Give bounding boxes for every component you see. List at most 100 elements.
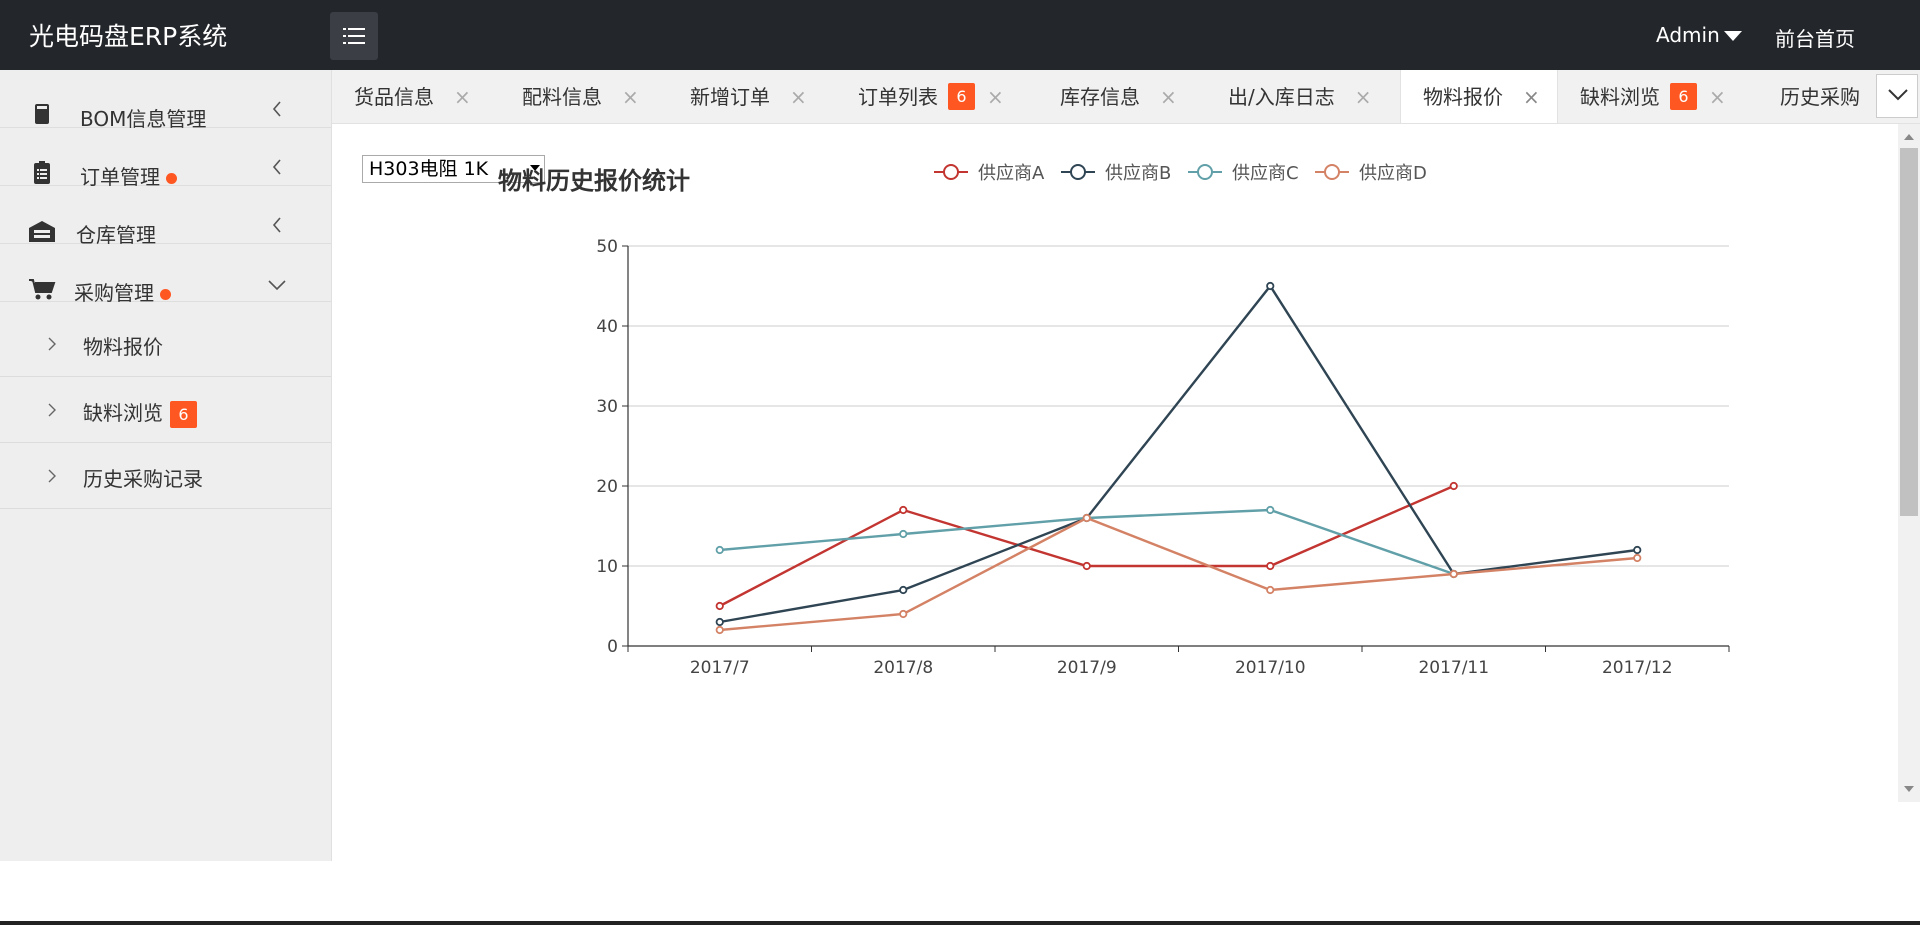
legend-label: 供应商C [1232, 163, 1299, 184]
data-point [1633, 553, 1642, 563]
close-icon[interactable]: × [1709, 85, 1726, 109]
tab-io-log[interactable]: 出/入库日志 × [1206, 70, 1372, 123]
caret-down-icon[interactable] [1724, 31, 1742, 41]
close-icon[interactable]: × [1160, 85, 1177, 109]
x-tick-label: 2017/8 [873, 658, 933, 678]
list-icon [343, 28, 365, 44]
close-icon[interactable]: × [454, 85, 471, 109]
sidebar-subitem-purchase-history[interactable]: 历史采购记录 [0, 443, 331, 509]
front-home-link[interactable]: 前台首页 [1775, 27, 1855, 51]
price-history-chart: 0 10 20 30 40 50 2017/7 2017/8 2017/9 2017/10 2017… [596, 163, 1730, 678]
sidebar-subitem-shortage[interactable]: 缺料浏览 6 [0, 377, 331, 443]
data-point [715, 617, 724, 627]
sidebar-item-purchasing[interactable]: 采购管理 [0, 244, 331, 305]
sidebar-item-label: 订单管理 [80, 161, 177, 190]
data-point [715, 545, 724, 555]
footer-area [0, 861, 1920, 925]
menu-toggle-button[interactable] [330, 12, 378, 60]
series-line [719, 283, 1638, 624]
data-point [1449, 481, 1458, 491]
close-icon[interactable]: × [790, 85, 807, 109]
x-tick-label: 2017/10 [1235, 658, 1306, 678]
count-badge: 6 [1670, 83, 1697, 110]
chevron-right-icon [48, 337, 56, 351]
tab-order-list[interactable]: 订单列表 6 × [836, 70, 1004, 123]
y-tick-label: 40 [596, 317, 618, 337]
scrollbar-thumb[interactable] [1900, 148, 1918, 516]
data-point [1082, 513, 1091, 523]
tab-bar: 货品信息 × 配料信息 × 新增订单 × 订单列表 6 × 库存信息 × 出/入库日志 × 物… [332, 70, 1920, 124]
sidebar-item-orders[interactable]: 订单管理 [0, 128, 331, 189]
sidebar-item-warehouse[interactable]: 仓库管理 [0, 186, 331, 247]
tab-shortage-browse[interactable]: 缺料浏览 6 × [1558, 70, 1726, 123]
chevron-right-icon [48, 403, 56, 417]
y-tick-label: 50 [596, 237, 618, 257]
book-icon [35, 104, 49, 124]
chart-title: 物料历史报价统计 [498, 167, 690, 195]
tab-purchase-history[interactable]: 历史采购 [1780, 85, 1860, 109]
x-tick-label: 2017/11 [1418, 658, 1489, 678]
sidebar-item-bom[interactable]: BOM信息管理 [0, 70, 331, 131]
close-icon[interactable]: × [987, 85, 1004, 109]
data-point [899, 529, 908, 539]
sidebar-item-label: 采购管理 [74, 277, 171, 306]
tab-more-button[interactable] [1876, 74, 1918, 118]
data-point [899, 585, 908, 595]
chevron-left-icon [272, 217, 281, 233]
top-navbar: 光电码盘ERP系统 Admin 前台首页 [0, 0, 1920, 70]
chevron-right-icon [48, 469, 56, 483]
close-icon[interactable]: × [622, 85, 639, 109]
data-point [715, 625, 724, 635]
sidebar-item-label: BOM信息管理 [80, 107, 207, 131]
material-select[interactable]: H303电阻 1K [362, 155, 545, 183]
legend-label: 供应商D [1359, 163, 1427, 184]
sidebar-subitem-material-quote[interactable]: 物料报价 [0, 311, 331, 377]
data-point [1082, 561, 1091, 571]
legend-marker [943, 164, 959, 180]
close-icon[interactable]: × [1354, 85, 1372, 109]
count-badge: 6 [170, 401, 197, 428]
tab-new-order[interactable]: 新增订单 × [668, 70, 807, 123]
series-line [719, 484, 1455, 608]
scroll-up-arrow-icon[interactable] [1904, 134, 1914, 140]
user-menu[interactable]: Admin [1656, 23, 1720, 47]
data-point [899, 505, 908, 515]
legend-marker [1324, 164, 1340, 180]
app-title: 光电码盘ERP系统 [29, 22, 228, 51]
sidebar-subitem-label: 历史采购记录 [83, 467, 203, 491]
data-point [1266, 585, 1275, 595]
y-tick-label: 10 [596, 557, 618, 577]
legend-label: 供应商B [1105, 163, 1171, 184]
tab-inventory-info[interactable]: 库存信息 × [1038, 70, 1177, 123]
legend-label: 供应商A [978, 163, 1045, 184]
data-point [715, 601, 724, 611]
caret-down-icon [530, 165, 540, 171]
data-point [1266, 281, 1275, 291]
notification-dot [166, 173, 177, 184]
scroll-down-arrow-icon[interactable] [1904, 786, 1914, 792]
sidebar-subitem-label: 缺料浏览 6 [83, 397, 197, 428]
tab-material-quote[interactable]: 物料报价 × [1400, 70, 1558, 123]
chevron-down-icon [1888, 89, 1908, 101]
content-area [332, 124, 1900, 861]
y-tick-label: 30 [596, 397, 618, 417]
cart-icon [29, 279, 56, 300]
chevron-left-icon [272, 101, 281, 117]
warehouse-icon [29, 221, 55, 242]
notification-dot [160, 289, 171, 300]
sidebar: BOM信息管理 订单管理 仓库管理 采 [0, 70, 332, 861]
x-tick-label: 2017/9 [1057, 658, 1117, 678]
close-icon[interactable]: × [1523, 85, 1540, 109]
legend-marker [1197, 164, 1213, 180]
data-point [1633, 545, 1642, 555]
tab-ingredient-info[interactable]: 配料信息 × [500, 70, 639, 123]
data-point [1449, 569, 1458, 579]
chevron-down-icon [268, 280, 286, 290]
sidebar-subitem-label: 物料报价 [83, 335, 163, 359]
tab-goods-info[interactable]: 货品信息 × [332, 70, 471, 123]
taskbar-edge [0, 921, 1920, 925]
y-tick-label: 20 [596, 477, 618, 497]
x-tick-label: 2017/12 [1602, 658, 1673, 678]
series-line [719, 516, 1638, 632]
y-tick-label: 0 [607, 637, 618, 657]
